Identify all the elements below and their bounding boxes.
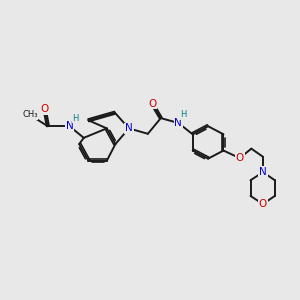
Text: O: O — [259, 199, 267, 209]
Text: N: N — [175, 118, 182, 128]
Text: H: H — [180, 110, 186, 119]
Text: O: O — [148, 98, 156, 109]
Text: N: N — [125, 123, 133, 134]
Text: O: O — [236, 153, 244, 163]
Text: CH₃: CH₃ — [22, 110, 38, 119]
Text: N: N — [66, 121, 74, 131]
Text: O: O — [40, 104, 49, 114]
Text: H: H — [73, 114, 79, 123]
Text: N: N — [259, 167, 267, 177]
